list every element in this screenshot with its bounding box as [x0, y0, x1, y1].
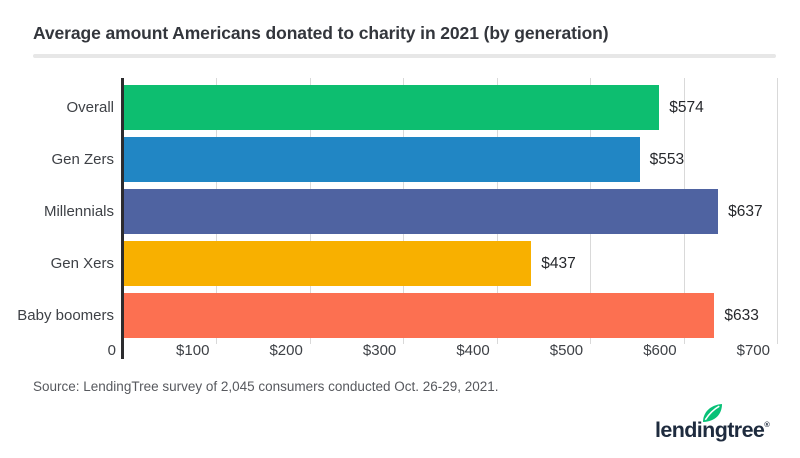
bar-millennials	[123, 189, 719, 234]
x-tick-label: $500	[549, 342, 584, 359]
category-label: Overall	[66, 99, 114, 116]
leaf-icon	[703, 404, 722, 422]
x-tick-label: $200	[269, 342, 303, 359]
value-label: $637	[728, 203, 763, 220]
bar-baby-boomers	[123, 293, 715, 338]
bar-row: Millennials $637	[44, 182, 777, 234]
bar-row: Baby boomers $633	[17, 286, 777, 338]
logo-wordmark: lendingtree®	[655, 418, 770, 442]
lendingtree-logo: lendingtree®	[655, 403, 775, 442]
gridline	[777, 78, 778, 344]
bar-overall	[123, 85, 660, 130]
category-label: Gen Zers	[51, 151, 114, 168]
category-label: Millennials	[43, 203, 114, 220]
registered-mark: ®	[764, 420, 770, 429]
chart-title: Average amount Americans donated to char…	[33, 23, 609, 43]
bar-row: Gen Xers $437	[51, 234, 777, 286]
value-label: $437	[541, 255, 576, 272]
value-label: $553	[649, 151, 685, 168]
title-divider	[33, 54, 776, 58]
category-label: Gen Xers	[50, 255, 114, 272]
x-tick-label: $600	[643, 342, 677, 359]
bar-row: Gen Zers $553	[51, 130, 777, 182]
bar-rows: Overall $574 Gen Zers $553 Millennials $637 Ge…	[17, 78, 777, 338]
bar-row: Overall $574	[66, 78, 777, 130]
source-note: Source: LendingTree survey of 2,045 cons…	[33, 379, 499, 394]
x-tick-label: $300	[362, 342, 397, 359]
x-tick-label: $400	[456, 342, 490, 359]
value-label: $574	[669, 99, 704, 116]
value-label: $633	[724, 307, 759, 324]
x-tick-label: 0	[107, 342, 116, 359]
x-tick-label: $100	[176, 342, 210, 359]
bar-gen-zers	[123, 137, 640, 182]
y-axis-line	[121, 78, 124, 359]
x-tick-label: $700	[736, 342, 770, 359]
category-label: Baby boomers	[17, 307, 114, 324]
bar-chart-plot: Overall $574 Gen Zers $553 Millennials $637 Ge…	[17, 78, 778, 359]
bar-gen-xers	[123, 241, 532, 286]
